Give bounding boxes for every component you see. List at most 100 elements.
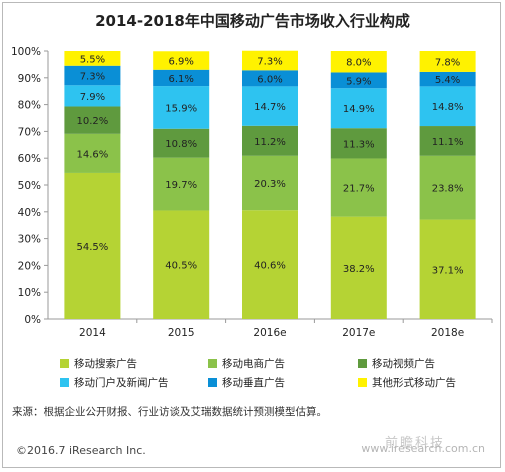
- bar-segment: [64, 51, 121, 66]
- bar-segment: [153, 210, 210, 319]
- bar-segment: [419, 219, 476, 319]
- legend-swatch: [358, 378, 367, 387]
- x-tick-label: 2014: [79, 327, 106, 339]
- bar-segment: [419, 155, 476, 220]
- data-label: 7.3%: [80, 72, 105, 83]
- legend-swatch: [358, 359, 367, 368]
- data-label: 38.2%: [343, 264, 375, 275]
- legend-label: 移动垂直广告: [222, 377, 285, 389]
- legend-swatch: [208, 378, 217, 387]
- data-label: 11.1%: [432, 137, 464, 148]
- data-label: 8.0%: [346, 58, 371, 69]
- bar-segment: [64, 85, 121, 107]
- y-tick-label: 90%: [18, 73, 41, 85]
- legend-item: 移动电商广告: [208, 356, 285, 371]
- data-label: 15.9%: [165, 103, 197, 114]
- stacked-bar-chart: 0% 10% 20% 30% 40% 50% 60% 70% 80% 90% 100% 54.5% 14…: [11, 46, 493, 339]
- legend-item: 移动视频广告: [358, 356, 435, 371]
- x-tick-label: 2016e: [253, 327, 286, 339]
- bar-segment: [419, 71, 476, 87]
- copyright-text: ©2016.7 iResearch Inc.: [16, 444, 146, 457]
- data-label: 14.8%: [432, 102, 464, 113]
- legend-item: 移动搜索广告: [60, 356, 137, 371]
- data-label: 7.8%: [435, 57, 460, 68]
- legend-label: 移动门户及新闻广告: [74, 377, 169, 389]
- data-label: 7.3%: [257, 57, 282, 68]
- bar-segment: [64, 65, 121, 86]
- bar-segment: [153, 51, 210, 70]
- source-note: 来源：根据企业公开财报、行业访谈及艾瑞数据统计预测模型估算。: [12, 406, 327, 418]
- bar-segment: [419, 51, 476, 72]
- legend-label: 其他形式移动广告: [372, 377, 456, 389]
- y-tick-label: 60%: [18, 153, 41, 165]
- watermark-logo-text: 前瞻科技: [384, 436, 445, 451]
- bar-segment: [64, 106, 121, 134]
- data-label: 10.8%: [165, 139, 197, 150]
- data-label: 14.7%: [254, 102, 286, 113]
- y-tick-label: 50%: [18, 180, 41, 192]
- data-label: 19.7%: [165, 180, 197, 191]
- bar-segment: [64, 172, 121, 319]
- bar-segment: [419, 126, 476, 156]
- bar-segment: [242, 70, 298, 87]
- chart-title: 2014-2018年中国移动广告市场收入行业构成: [95, 12, 410, 30]
- legend-item: 其他形式移动广告: [358, 375, 456, 390]
- legend-item: 移动垂直广告: [208, 375, 285, 390]
- bar-segment: [330, 128, 387, 159]
- legend-label: 移动电商广告: [222, 358, 285, 370]
- data-label: 5.5%: [80, 54, 105, 65]
- legend-label: 移动搜索广告: [74, 358, 137, 370]
- bar-segment: [242, 155, 298, 211]
- bar-segment: [242, 125, 298, 156]
- bar-segment: [64, 133, 121, 173]
- x-tick-label: 2015: [168, 327, 195, 339]
- bar-segment: [153, 157, 210, 211]
- data-label: 6.9%: [168, 57, 193, 68]
- legend-swatch: [60, 359, 69, 368]
- bar-segment: [153, 128, 210, 158]
- data-label: 11.3%: [343, 139, 375, 150]
- bar-segment: [242, 50, 298, 71]
- data-label: 54.5%: [77, 242, 109, 253]
- y-tick-label: 40%: [18, 207, 41, 219]
- y-tick-label: 80%: [18, 100, 41, 112]
- bar-segment: [330, 72, 387, 89]
- bar-segment: [330, 158, 387, 217]
- data-label: 5.9%: [346, 76, 371, 87]
- data-label: 40.6%: [254, 261, 286, 272]
- data-label: 7.9%: [80, 92, 105, 103]
- data-label: 6.1%: [168, 74, 193, 85]
- bar-segment: [242, 86, 298, 126]
- data-label: 40.5%: [165, 261, 197, 272]
- legend-swatch: [208, 359, 217, 368]
- y-tick-label: 70%: [18, 126, 41, 138]
- x-tick-label: 2018e: [431, 327, 464, 339]
- bar-segment: [153, 86, 210, 129]
- legend-item: 移动门户及新闻广告: [60, 375, 169, 390]
- bar-segment: [330, 51, 387, 73]
- y-tick-label: 30%: [18, 234, 41, 246]
- data-label: 10.2%: [77, 116, 109, 127]
- data-label: 20.3%: [254, 179, 286, 190]
- bar-segment: [330, 88, 387, 129]
- y-tick-label: 0%: [24, 314, 41, 326]
- data-label: 5.4%: [435, 75, 460, 86]
- watermark-url: www.iresearch.com.cn: [361, 442, 485, 455]
- data-label: 23.8%: [432, 184, 464, 195]
- y-tick-label: 100%: [11, 46, 41, 58]
- data-label: 6.0%: [257, 74, 282, 85]
- bar-segment: [242, 210, 298, 319]
- data-label: 14.9%: [343, 104, 375, 115]
- y-tick-label: 20%: [18, 260, 41, 272]
- bar-segment: [419, 86, 476, 127]
- x-tick-label: 2017e: [342, 327, 375, 339]
- y-tick-label: 10%: [18, 287, 41, 299]
- bar-segment: [153, 69, 210, 87]
- bar-segment: [330, 216, 387, 319]
- data-label: 21.7%: [343, 184, 375, 195]
- data-label: 14.6%: [77, 149, 109, 160]
- legend-swatch: [60, 378, 69, 387]
- data-label: 11.2%: [254, 137, 286, 148]
- legend-label: 移动视频广告: [372, 358, 435, 370]
- data-label: 37.1%: [432, 265, 464, 276]
